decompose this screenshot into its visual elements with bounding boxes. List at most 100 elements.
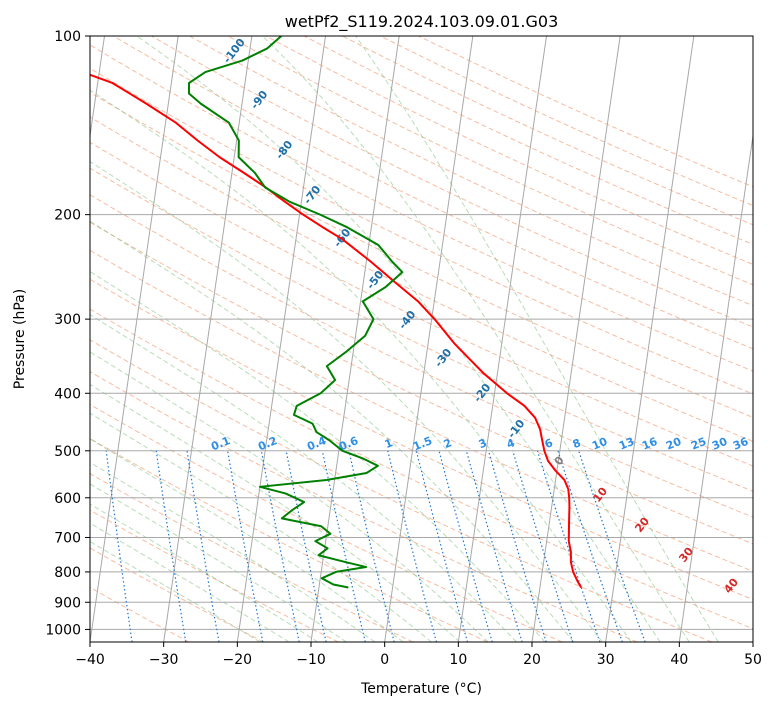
mixing-ratio-line — [415, 450, 469, 642]
y-tick-label: 1000 — [45, 622, 81, 638]
x-tick-label: −10 — [296, 652, 326, 668]
dry-adiabat-line — [90, 547, 264, 642]
moist-adiabat-line — [90, 503, 319, 642]
y-tick-label: 600 — [54, 491, 81, 507]
mixing-ratio-label: 30 — [710, 435, 729, 453]
x-tick-label: 20 — [523, 652, 541, 668]
moist-adiabat-line — [90, 314, 517, 642]
mixing-ratio-label: 36 — [731, 435, 750, 453]
mixing-ratio-line — [578, 450, 646, 642]
dry-adiabat-line — [380, 36, 753, 207]
adiabat-label: 20 — [632, 515, 652, 535]
y-tick-label: 400 — [54, 386, 81, 402]
mixing-ratio-label: 2 — [442, 436, 454, 451]
isotherm-line — [90, 36, 179, 642]
adiabat-label: -80 — [273, 138, 296, 162]
moist-adiabat-line — [90, 412, 432, 642]
dry-adiabat-line — [90, 141, 753, 467]
mixing-ratio-line — [155, 450, 187, 642]
x-axis-label: Temperature (°C) — [360, 681, 482, 697]
dry-adiabat-line — [90, 67, 753, 395]
isotherm-line — [457, 36, 548, 642]
mixing-ratio-line — [536, 450, 601, 642]
isotherm-line — [605, 36, 695, 642]
isotherm-line — [384, 36, 474, 642]
mixing-ratio-line — [227, 450, 264, 642]
moist-adiabat-line — [90, 461, 376, 642]
dry-adiabat-line — [90, 586, 190, 642]
mixing-ratio-label: 3 — [477, 436, 489, 451]
mixing-ratio-label: 20 — [664, 435, 683, 453]
x-tick-label: 50 — [744, 652, 762, 668]
mixing-ratio-line — [512, 450, 574, 642]
plot-frame — [89, 35, 754, 643]
adiabat-label: -40 — [396, 308, 419, 332]
y-tick-label: 200 — [54, 208, 81, 224]
dry-adiabat-line — [90, 249, 753, 572]
x-tick-label: 0 — [380, 652, 389, 668]
dry-adiabat-line — [90, 116, 753, 442]
isotherm-line — [236, 36, 327, 642]
moist-adiabat-line — [90, 89, 632, 642]
dry-adiabat-line — [342, 36, 753, 226]
x-tick-label: 10 — [449, 652, 467, 668]
moist-adiabat-line — [262, 36, 690, 642]
y-tick-label: 800 — [54, 565, 81, 581]
mixing-ratio-line — [465, 450, 523, 642]
moist-adiabat-line — [136, 36, 661, 642]
isotherm-line — [531, 36, 621, 642]
dry-adiabat-line — [90, 437, 488, 642]
x-tick-label: −40 — [75, 652, 105, 668]
dry-adiabat-line — [90, 167, 753, 492]
mixing-ratio-line — [260, 450, 300, 642]
adiabat-label: -20 — [471, 381, 494, 405]
dry-adiabat-line — [418, 36, 753, 188]
isotherm-line — [163, 36, 253, 642]
y-tick-label: 700 — [54, 531, 81, 547]
dry-adiabat-line — [90, 473, 414, 642]
profile-lines — [90, 36, 583, 589]
y-axis: 100 200 300 400 500 600 700 800 900 1000 — [45, 29, 90, 638]
x-tick-label: 40 — [670, 652, 688, 668]
mixing-ratio-label: 25 — [689, 435, 708, 453]
x-tick-label: −20 — [223, 652, 253, 668]
mixing-ratio-line — [105, 450, 133, 642]
isotherm-line — [310, 36, 400, 642]
moist-adiabat-line — [90, 271, 546, 642]
mixing-ratio-line — [321, 450, 366, 642]
mixing-ratio-line — [387, 450, 437, 642]
temperature-profile — [90, 73, 583, 589]
dry-adiabat-line — [90, 221, 753, 545]
x-tick-label: −30 — [149, 652, 179, 668]
y-tick-label: 500 — [54, 444, 81, 460]
dry-adiabat-line — [90, 194, 753, 518]
moist-adiabat-line — [90, 438, 404, 642]
y-tick-label: 900 — [54, 595, 81, 611]
mixing-ratio-label: 8 — [571, 436, 583, 451]
dry-adiabat-line — [90, 308, 753, 630]
mixing-ratio-label: 1 — [383, 436, 395, 451]
mixing-ratio-line — [285, 450, 327, 642]
mixing-ratio-line — [186, 450, 220, 642]
y-tick-label: 100 — [54, 29, 81, 45]
dry-adiabat-line — [113, 36, 753, 350]
mixing-ratio-label: 13 — [617, 435, 636, 453]
dry-adiabat-line — [90, 509, 339, 642]
adiabat-label: 10 — [590, 485, 610, 505]
isotherm-line — [752, 638, 753, 642]
moist-adiabat-line — [90, 160, 603, 642]
mixing-ratio-line — [487, 450, 547, 642]
mixing-ratio-label: 10 — [590, 435, 609, 453]
mixing-ratio-label: 16 — [640, 435, 659, 453]
mixing-ratio-line — [348, 450, 395, 642]
adiabat-label: -100 — [221, 36, 248, 66]
isotherm-line — [90, 36, 106, 140]
y-tick-label: 300 — [54, 312, 81, 328]
moist-adiabat-line — [90, 351, 489, 642]
moist-adiabat-line — [90, 383, 461, 642]
adiabat-label: -30 — [432, 346, 455, 370]
moist-adiabat-line — [90, 540, 261, 642]
chart-title: wetPf2_S119.2024.103.09.01.G03 — [285, 12, 559, 32]
dewpoint-profile — [187, 36, 404, 589]
